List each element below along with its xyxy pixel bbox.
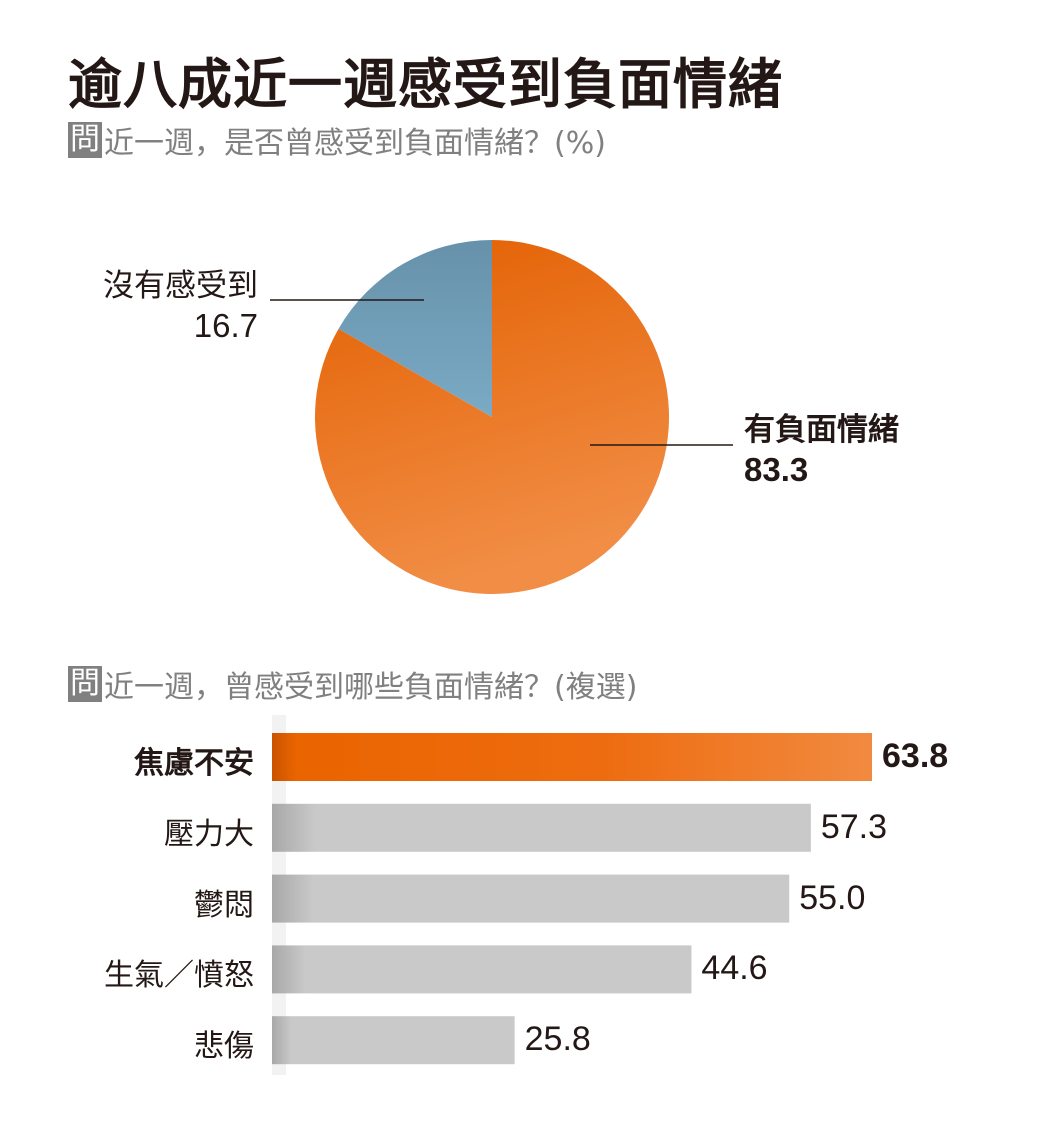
bar: [272, 733, 872, 781]
bar-category-label: 鬱悶: [194, 887, 254, 923]
bar-category-label: 生氣／憤怒: [104, 958, 254, 994]
bar-value-label: 44.6: [701, 949, 768, 988]
bar-title: 近一週，曾感受到哪些負面情緒？(複選): [104, 670, 638, 705]
pie-label-no-value: 16.7: [193, 307, 258, 344]
bar-value-label: 63.8: [882, 737, 949, 775]
pie-label-yes-value: 83.3: [744, 451, 809, 488]
pie-label-no-text: 沒有感受到: [103, 268, 258, 304]
bar: [272, 1016, 515, 1065]
bar-category-label: 壓力大: [164, 816, 254, 852]
bar-value-label: 55.0: [799, 878, 866, 917]
question-tag: 問: [68, 122, 102, 158]
pie-label-yes-text: 有負面情緒: [744, 412, 899, 448]
pie-question: 問 近一週，是否曾感受到負面情緒？(%): [68, 118, 606, 162]
pie-title: 近一週，是否曾感受到負面情緒？(%): [104, 126, 606, 161]
pie-slice: [314, 240, 670, 595]
bar-value-label: 25.8: [524, 1020, 591, 1059]
bar: [272, 803, 811, 852]
pie-label-no: 沒有感受到 16.7: [72, 266, 258, 346]
page-title: 逾八成近一週感受到負面情緒: [68, 53, 783, 116]
bar-category-label: 悲傷: [194, 1029, 254, 1065]
bar: [272, 945, 692, 994]
pie-label-yes: 有負面情緒 83.3: [744, 410, 899, 490]
bar-category-label: 焦慮不安: [134, 746, 254, 781]
bar-question: 問 近一週，曾感受到哪些負面情緒？(複選): [68, 662, 637, 706]
question-tag: 問: [68, 666, 102, 702]
pie-slice: [338, 240, 492, 417]
bar-value-label: 57.3: [820, 807, 888, 846]
bar: [272, 874, 790, 923]
